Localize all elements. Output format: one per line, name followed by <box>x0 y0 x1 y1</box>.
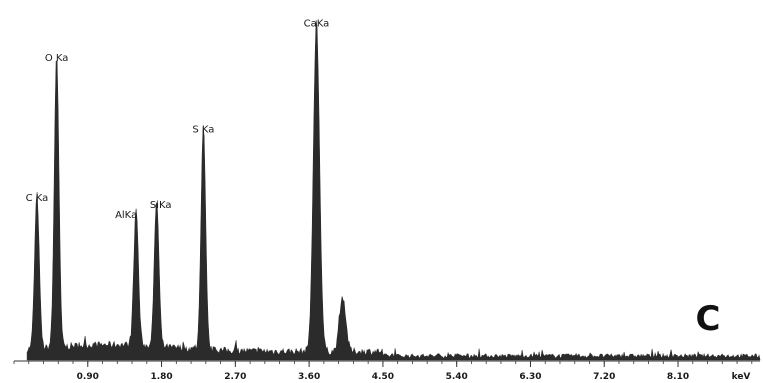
peak-label: C Ka <box>26 193 49 204</box>
x-axis-unit-label: keV <box>732 372 751 382</box>
x-tick-label: 7.20 <box>593 372 615 382</box>
x-tick-label: 2.70 <box>224 372 246 382</box>
x-tick-label: 4.50 <box>372 372 394 382</box>
panel-letter: C <box>696 299 721 339</box>
spectrum-area <box>26 20 761 361</box>
peak-label: SiKa <box>150 200 172 211</box>
x-tick-label: 3.60 <box>298 372 320 382</box>
x-tick-label: 8.10 <box>667 372 689 382</box>
peak-label: CaKa <box>304 19 330 30</box>
x-tick-label: 6.30 <box>519 372 541 382</box>
peak-label: AlKa <box>115 210 137 221</box>
x-axis-ticks: 0.90 1.80 2.70 3.60 4.50 5.40 6.30 7.20 8.10 <box>13 361 753 382</box>
x-tick-label: 5.40 <box>446 372 468 382</box>
spectrum-trace <box>26 20 761 361</box>
x-tick-label: 1.80 <box>150 372 172 382</box>
peak-label: O Ka <box>45 53 69 64</box>
peak-labels: C Ka O Ka AlKa SiKa S Ka CaKa <box>26 19 330 222</box>
peak-label: S Ka <box>192 125 214 136</box>
x-tick-label: 0.90 <box>77 372 99 382</box>
